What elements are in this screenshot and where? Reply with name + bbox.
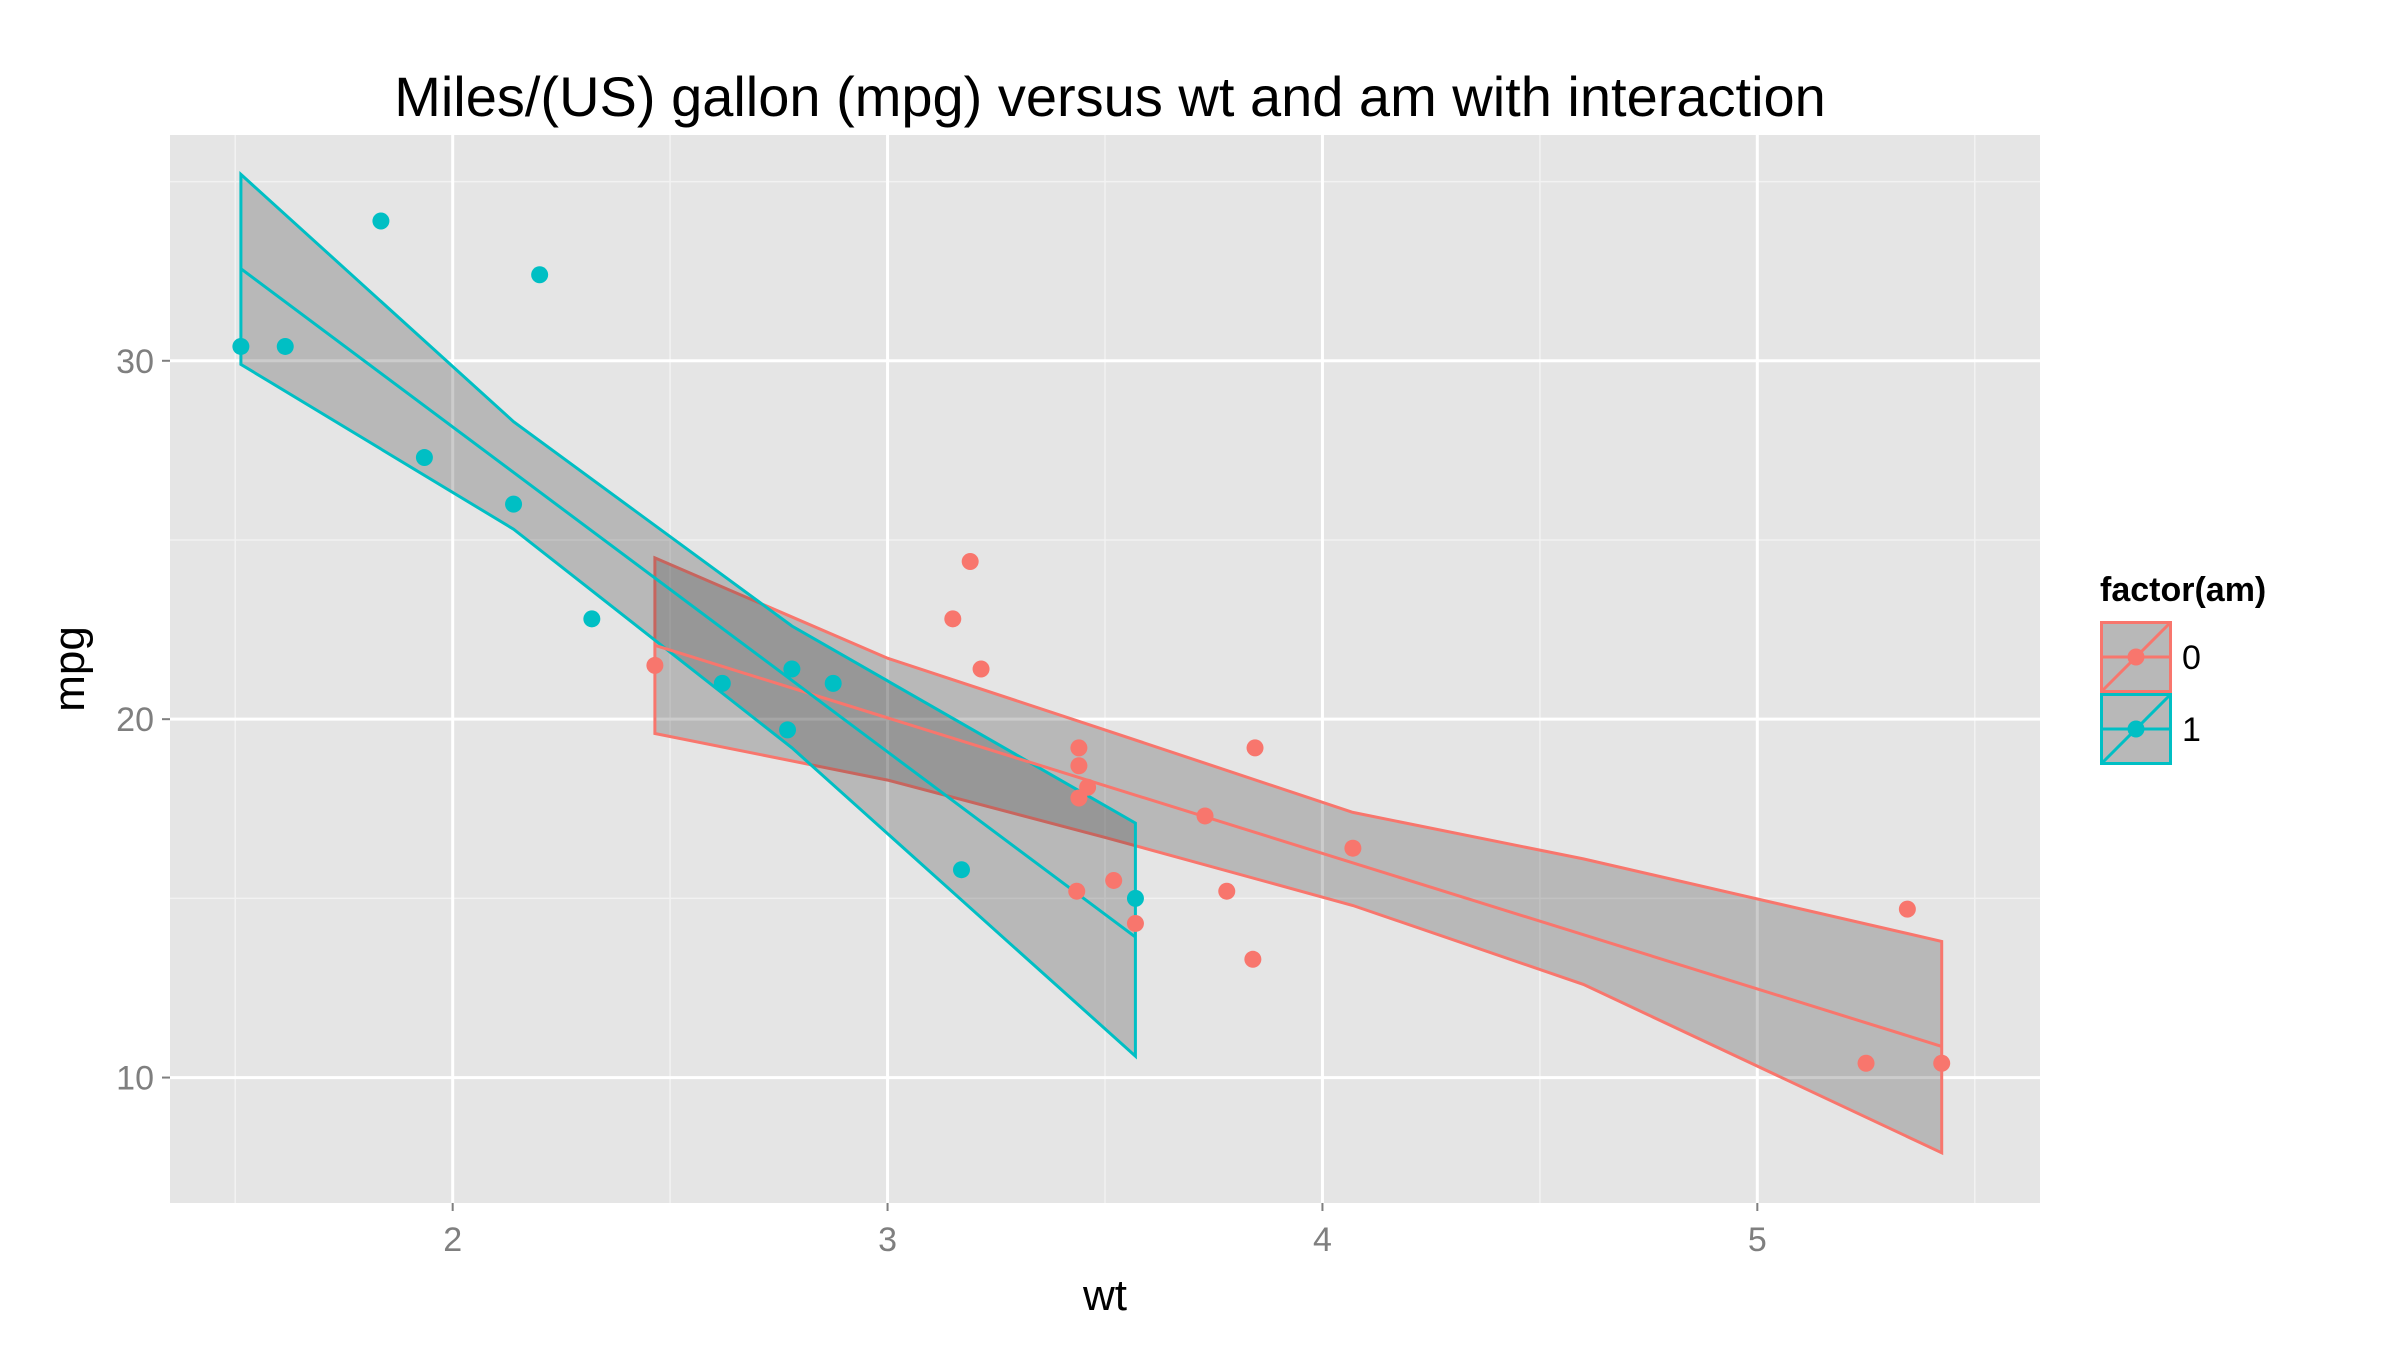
data-points [232, 212, 1951, 1072]
data-point-0 [1244, 950, 1262, 968]
x-tick-label: 2 [443, 1221, 462, 1259]
data-point-0 [1126, 914, 1144, 932]
data-point-0 [1070, 757, 1088, 775]
data-point-0 [944, 610, 962, 628]
legend-label-0: 0 [2182, 639, 2201, 677]
data-point-0 [1246, 739, 1264, 757]
legend-key-point-1 [2127, 720, 2145, 738]
x-axis-title: wt [1082, 1271, 1127, 1320]
data-point-1 [505, 495, 523, 513]
x-tick-label: 4 [1313, 1221, 1332, 1259]
data-point-0 [1105, 871, 1123, 889]
data-point-0 [1218, 882, 1236, 900]
confidence-bands [239, 171, 1944, 1156]
data-point-1 [824, 674, 842, 692]
x-tick-label: 5 [1748, 1221, 1767, 1259]
data-point-1 [372, 212, 390, 230]
data-point-0 [1070, 789, 1088, 807]
y-tick-label: 20 [116, 701, 154, 739]
y-axis-title: mpg [45, 626, 94, 712]
data-point-0 [1068, 882, 1086, 900]
data-point-1 [1126, 889, 1144, 907]
fit-line-1 [239, 267, 1137, 939]
x-tick-label: 3 [878, 1221, 897, 1259]
data-point-0 [646, 656, 664, 674]
legend: factor(am) 0 1 [2100, 571, 2266, 765]
data-point-0 [1898, 900, 1916, 918]
y-tick-label: 10 [116, 1060, 154, 1098]
legend-title: factor(am) [2100, 571, 2266, 609]
data-point-0 [1070, 739, 1088, 757]
data-point-1 [779, 721, 797, 739]
confidence-band-1 [239, 171, 1137, 1060]
data-point-1 [713, 674, 731, 692]
data-point-0 [972, 660, 990, 678]
fit-line-0 [654, 643, 1943, 1048]
fit-lines [239, 267, 1943, 1048]
axis-tick-labels: 2 3 4 5 10 20 30 [116, 343, 1767, 1259]
chart-title: Miles/(US) gallon (mpg) versus wt and am… [394, 65, 1826, 128]
data-point-1 [276, 337, 294, 355]
data-point-1 [232, 337, 250, 355]
data-point-0 [1933, 1054, 1951, 1072]
y-tick-label: 30 [116, 343, 154, 381]
legend-key-point-0 [2127, 648, 2145, 666]
data-point-0 [1196, 807, 1214, 825]
data-point-1 [531, 266, 549, 284]
data-point-0 [961, 552, 979, 570]
confidence-band-0 [653, 555, 1944, 1156]
minor-gridlines [170, 135, 2040, 1203]
axis-ticks [162, 359, 1759, 1211]
major-gridlines [170, 135, 2040, 1203]
data-point-1 [583, 610, 601, 628]
data-point-0 [1857, 1054, 1875, 1072]
data-point-1 [783, 660, 801, 678]
legend-label-1: 1 [2182, 711, 2201, 749]
data-point-0 [1344, 839, 1362, 857]
data-point-1 [415, 449, 433, 467]
data-point-1 [952, 861, 970, 879]
